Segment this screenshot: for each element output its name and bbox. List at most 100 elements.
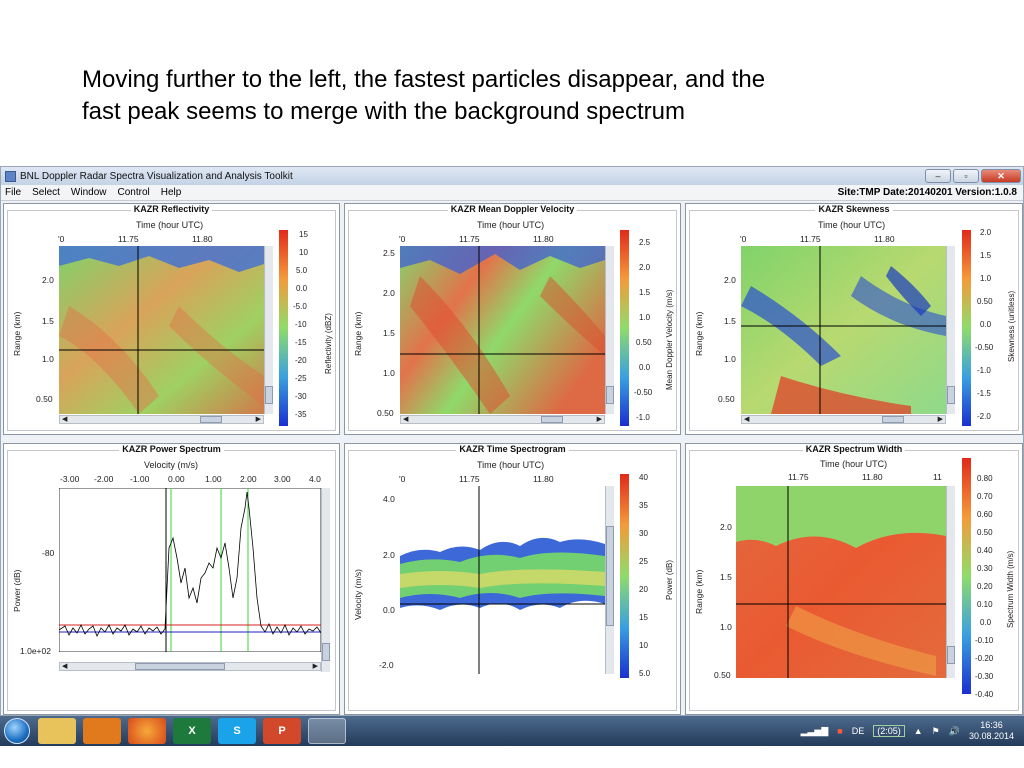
x-tick: '0 bbox=[58, 234, 65, 244]
colorbar-tick: -35 bbox=[295, 410, 307, 419]
skype-taskbar-icon[interactable]: S bbox=[218, 718, 256, 744]
colorbar-tick: 1.5 bbox=[980, 251, 992, 260]
horizontal-scrollbar[interactable]: ◀ ▶ bbox=[400, 415, 605, 424]
colorbar-tick: 0.10 bbox=[977, 600, 993, 609]
close-button[interactable]: ✕ bbox=[981, 169, 1021, 183]
volume-icon[interactable]: 🔊 bbox=[948, 725, 960, 736]
horizontal-scrollbar[interactable]: ◀ ▶ bbox=[59, 662, 321, 671]
panel-skewness: KAZR Skewness Time (hour UTC) '0 11.75 1… bbox=[685, 203, 1023, 435]
media-player-taskbar-icon[interactable] bbox=[83, 718, 121, 744]
x-tick: 11.75 bbox=[788, 472, 809, 482]
scrollbar-thumb[interactable] bbox=[606, 526, 614, 626]
vertical-scrollbar[interactable] bbox=[264, 246, 273, 414]
colorbar-tick: 30 bbox=[639, 529, 648, 538]
y-tick: 1.5 bbox=[720, 572, 732, 582]
horizontal-scrollbar[interactable]: ◀ ▶ bbox=[59, 415, 264, 424]
spectrogram-image[interactable] bbox=[400, 486, 605, 674]
scrollbar-thumb[interactable] bbox=[947, 646, 955, 664]
excel-taskbar-icon[interactable]: X bbox=[173, 718, 211, 744]
colorbar-tick: 0.50 bbox=[977, 297, 993, 306]
colorbar bbox=[279, 230, 288, 426]
menu-file[interactable]: File bbox=[5, 187, 22, 198]
vertical-scrollbar[interactable] bbox=[605, 246, 614, 414]
velocity-image[interactable] bbox=[400, 246, 605, 414]
colorbar-tick: -0.40 bbox=[975, 690, 994, 699]
window-title: BNL Doppler Radar Spectra Visualization … bbox=[20, 170, 293, 182]
scroll-right-icon[interactable]: ▶ bbox=[255, 416, 261, 423]
scrollbar-thumb[interactable] bbox=[606, 386, 614, 404]
colorbar-tick: 0.0 bbox=[296, 284, 308, 293]
y-tick: 0.50 bbox=[377, 408, 394, 418]
reflectivity-image[interactable] bbox=[59, 246, 264, 414]
x-tick: 11 bbox=[933, 472, 942, 482]
y-tick: 1.5 bbox=[383, 328, 395, 338]
slide-text-line1: Moving further to the left, the fastest … bbox=[82, 66, 766, 93]
slide-text-line2: fast peak seems to merge with the backgr… bbox=[82, 98, 685, 125]
firefox-taskbar-icon[interactable] bbox=[128, 718, 166, 744]
scrollbar-thumb[interactable] bbox=[200, 416, 222, 423]
scroll-left-icon[interactable]: ◀ bbox=[62, 416, 68, 423]
colorbar-tick: -30 bbox=[295, 392, 307, 401]
menu-select[interactable]: Select bbox=[32, 187, 60, 198]
scrollbar-thumb[interactable] bbox=[322, 643, 330, 661]
colorbar-tick: 5.0 bbox=[639, 669, 651, 678]
colorbar-tick: -2.0 bbox=[977, 412, 991, 421]
panel-title: KAZR Spectrum Width bbox=[802, 444, 906, 454]
scroll-right-icon[interactable]: ▶ bbox=[596, 416, 602, 423]
panel-title: KAZR Skewness bbox=[815, 204, 893, 214]
spectrum-width-image[interactable] bbox=[736, 486, 946, 678]
y-axis-title: Velocity (m/s) bbox=[353, 568, 363, 620]
vertical-scrollbar[interactable] bbox=[946, 246, 955, 414]
vertical-scrollbar[interactable] bbox=[946, 486, 955, 678]
battery-indicator[interactable]: (2:05) bbox=[873, 725, 905, 737]
vertical-scrollbar[interactable] bbox=[605, 486, 614, 674]
scrollbar-thumb[interactable] bbox=[947, 386, 955, 404]
x-tick: '0 bbox=[399, 474, 406, 484]
show-hidden-icons-icon[interactable]: ▲ bbox=[913, 726, 923, 736]
network-signal-icon[interactable]: ▂▃▅▇ bbox=[800, 725, 829, 736]
horizontal-scrollbar[interactable]: ◀ ▶ bbox=[741, 415, 946, 424]
y-tick: 1.0 bbox=[42, 354, 54, 364]
y-tick: 1.5 bbox=[724, 316, 736, 326]
power-spectrum-plot[interactable] bbox=[59, 488, 321, 652]
x-axis-title: Time (hour UTC) bbox=[477, 460, 545, 470]
colorbar-tick: 10 bbox=[639, 641, 648, 650]
powerpoint-taskbar-icon[interactable]: P bbox=[263, 718, 301, 744]
colorbar-tick: 0.0 bbox=[980, 320, 992, 329]
y-tick: 0.50 bbox=[718, 394, 735, 404]
java-taskbar-icon[interactable] bbox=[308, 718, 346, 744]
x-tick: -1.00 bbox=[130, 474, 150, 484]
colorbar-tick: 0.50 bbox=[636, 338, 652, 347]
scroll-left-icon[interactable]: ◀ bbox=[62, 663, 68, 670]
scroll-right-icon[interactable]: ▶ bbox=[312, 663, 318, 670]
explorer-taskbar-icon[interactable] bbox=[38, 718, 76, 744]
menu-control[interactable]: Control bbox=[117, 187, 150, 198]
start-button[interactable] bbox=[4, 718, 30, 744]
x-tick: 11.75 bbox=[459, 234, 480, 244]
x-axis-title: Time (hour UTC) bbox=[818, 220, 886, 230]
scroll-left-icon[interactable]: ◀ bbox=[403, 416, 409, 423]
scroll-right-icon[interactable]: ▶ bbox=[937, 416, 943, 423]
panel-title: KAZR Mean Doppler Velocity bbox=[447, 204, 578, 214]
scrollbar-thumb[interactable] bbox=[265, 386, 273, 404]
menu-help[interactable]: Help bbox=[160, 187, 182, 198]
minimize-button[interactable]: – bbox=[925, 169, 951, 183]
scrollbar-thumb[interactable] bbox=[541, 416, 563, 423]
menu-window[interactable]: Window bbox=[70, 187, 107, 198]
restore-button[interactable]: ▫ bbox=[953, 169, 979, 183]
clock[interactable]: 16:36 30.08.2014 bbox=[969, 720, 1014, 742]
window-titlebar[interactable]: BNL Doppler Radar Spectra Visualization … bbox=[1, 167, 1023, 185]
language-indicator[interactable]: DE bbox=[851, 726, 865, 736]
vertical-scrollbar[interactable] bbox=[321, 488, 330, 672]
action-center-icon[interactable]: ⚑ bbox=[931, 725, 940, 736]
scrollbar-thumb[interactable] bbox=[882, 416, 904, 423]
scrollbar-thumb[interactable] bbox=[135, 663, 225, 670]
flag-icon[interactable]: ■ bbox=[837, 726, 843, 736]
scroll-left-icon[interactable]: ◀ bbox=[744, 416, 750, 423]
colorbar-tick: -0.10 bbox=[975, 636, 994, 645]
y-axis-title: Range (km) bbox=[353, 311, 363, 356]
skewness-image[interactable] bbox=[741, 246, 946, 414]
y-tick: 1.0e+02 bbox=[20, 646, 51, 656]
colorbar-tick: -0.50 bbox=[975, 343, 994, 352]
colorbar-tick: -1.0 bbox=[977, 366, 991, 375]
